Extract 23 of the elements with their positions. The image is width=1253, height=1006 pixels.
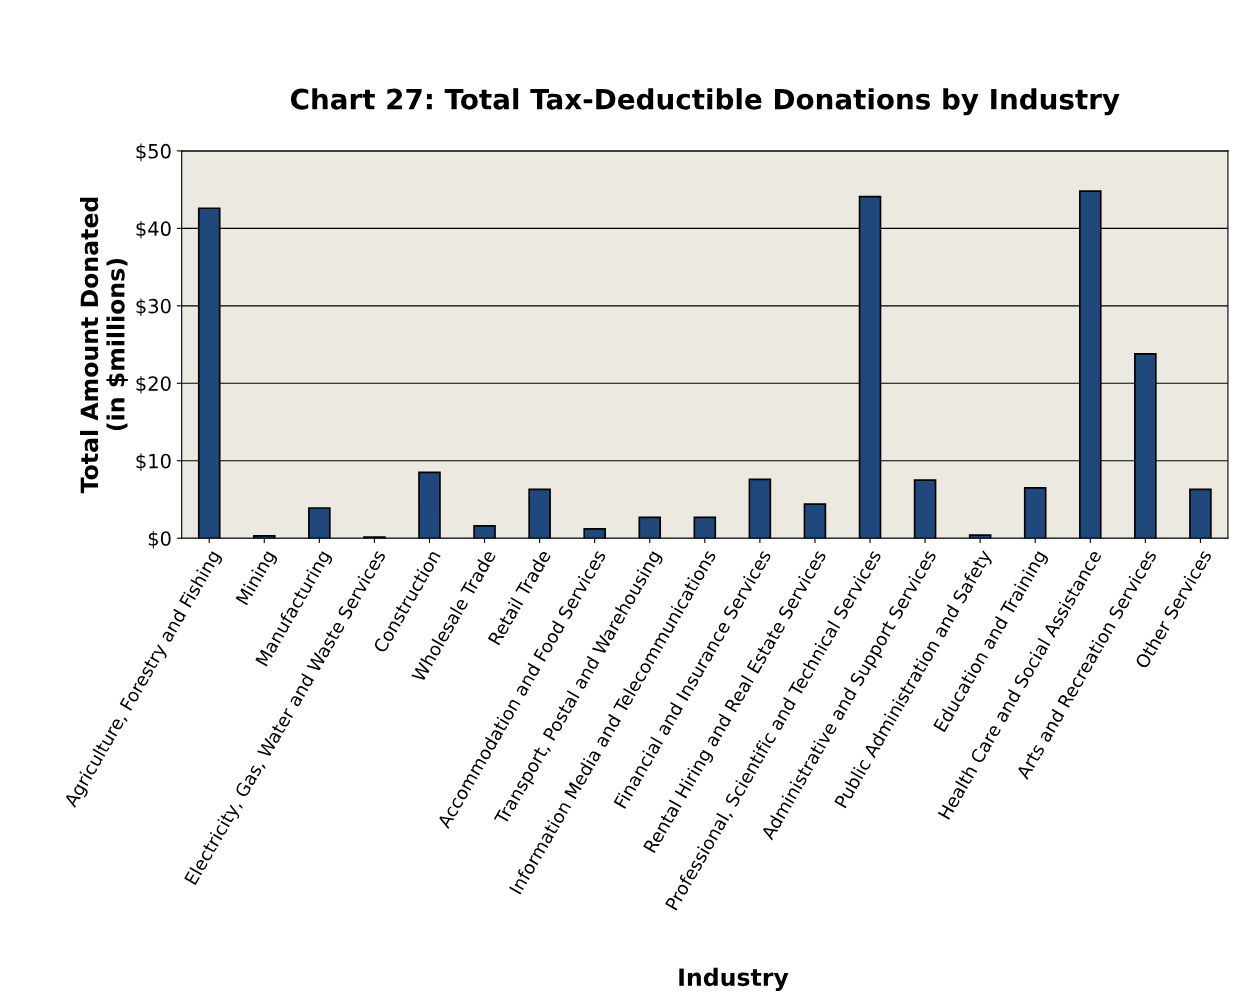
y-tick-label: $20 bbox=[136, 375, 171, 394]
y-axis-title: Total Amount Donated (in $millions) bbox=[80, 197, 128, 494]
bar bbox=[968, 534, 992, 539]
bar bbox=[1023, 487, 1047, 539]
bar bbox=[638, 516, 662, 539]
bar bbox=[913, 479, 937, 539]
bar bbox=[748, 478, 772, 539]
x-axis-title: Industry bbox=[679, 967, 789, 991]
chart-title: Chart 27: Total Tax-Deductible Donations by Industry bbox=[290, 88, 1120, 116]
y-tick-label: $10 bbox=[136, 453, 171, 471]
bar bbox=[1189, 488, 1212, 539]
y-tick-label: $0 bbox=[148, 530, 171, 549]
bar bbox=[528, 488, 551, 539]
bar bbox=[418, 471, 441, 539]
bar bbox=[308, 507, 331, 539]
y-tick-label: $40 bbox=[136, 220, 171, 239]
bar bbox=[693, 516, 717, 539]
y-tick-label: $30 bbox=[136, 298, 171, 317]
bar bbox=[473, 524, 496, 539]
bar bbox=[803, 503, 827, 539]
y-tick-label: $50 bbox=[136, 143, 171, 162]
bar bbox=[252, 535, 276, 539]
bar bbox=[583, 528, 606, 539]
